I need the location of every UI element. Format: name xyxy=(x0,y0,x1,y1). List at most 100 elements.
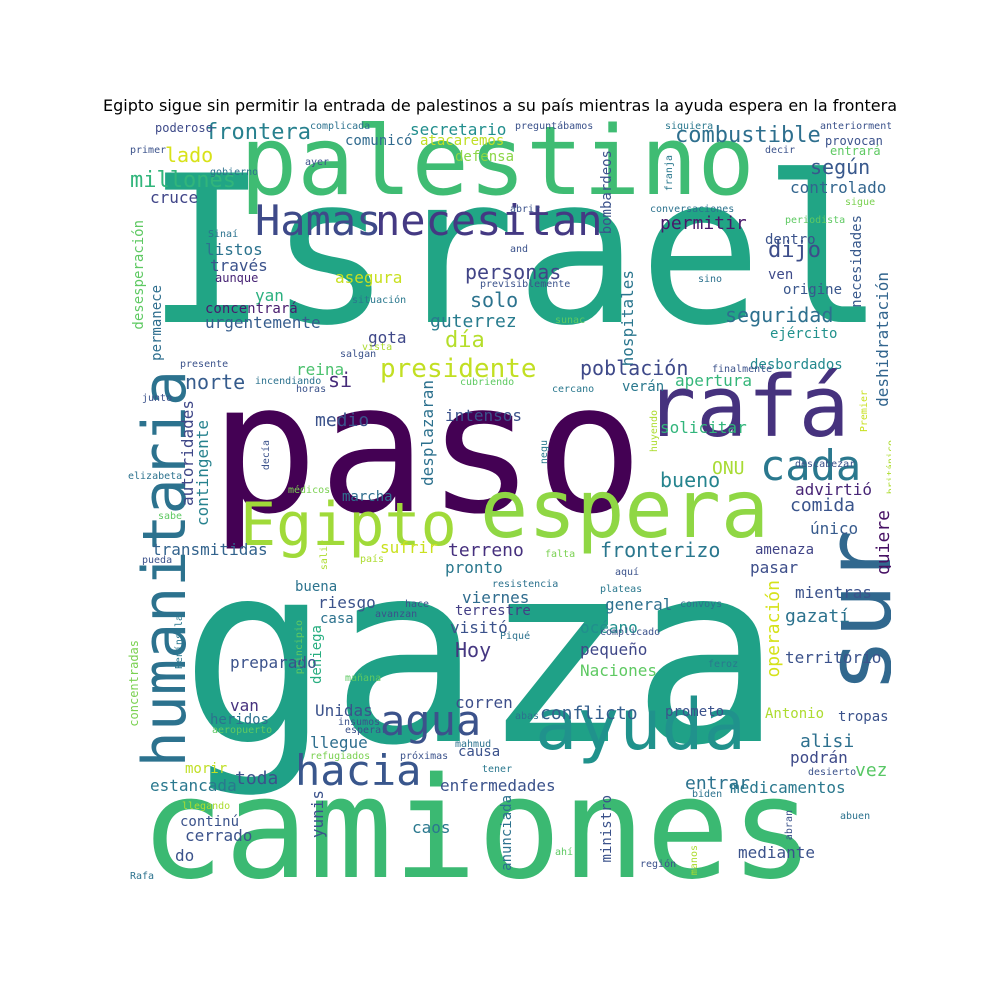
word-conflicto: conflicto xyxy=(540,703,638,724)
word-periodista: periodista xyxy=(785,215,846,226)
word-contingente: contingente xyxy=(193,420,212,526)
word-manos: manos xyxy=(689,845,700,876)
word-medicamentos: medicamentos xyxy=(730,778,846,797)
word-preparado: preparado xyxy=(230,653,317,672)
word-yunis: yunis xyxy=(308,790,327,839)
word-bueno: bueno xyxy=(660,468,721,492)
word-entrar: entrar xyxy=(685,773,751,794)
word-través: través xyxy=(210,256,268,275)
word-medio: medio xyxy=(315,410,370,431)
word-quiere: quiere xyxy=(873,510,891,576)
word-previsiblemente: previsiblemente xyxy=(480,279,571,290)
word-rafá: rafá xyxy=(645,358,850,457)
word-sino: sino xyxy=(698,274,723,285)
word-según: según xyxy=(810,155,871,179)
word-sigue: sigue xyxy=(845,197,876,208)
word-sinaí: Sinaí xyxy=(208,229,239,240)
word-finalmente: finalmente xyxy=(712,364,773,375)
word-seguridad: seguridad xyxy=(725,303,834,327)
word-terreno: terreno xyxy=(448,540,524,561)
word-reina: reina xyxy=(296,360,345,379)
word-casa: casa xyxy=(320,611,354,627)
word-convoys: convoys xyxy=(680,599,723,610)
word-caos: caos xyxy=(412,818,451,837)
word-biden: biden xyxy=(692,789,723,800)
word-abuen: abuen xyxy=(840,811,871,822)
word-desplazaran: desplazaran xyxy=(418,380,437,486)
word-salir: salir xyxy=(319,540,330,571)
word-llegando: llegando xyxy=(182,801,231,812)
word-premier: Premier xyxy=(859,390,870,433)
word-comida: comida xyxy=(790,495,856,516)
word-preguntábamos: preguntábamos xyxy=(515,121,594,132)
word-abas: abas xyxy=(515,711,540,722)
word-junto: junto xyxy=(142,393,173,404)
word-huyendo: huyendo xyxy=(649,410,660,453)
word-sabe: sabe xyxy=(158,511,183,522)
word-marcha: marcha xyxy=(342,489,393,505)
word-alisi: alisi xyxy=(800,731,855,752)
word-terrestre: terrestre xyxy=(455,603,531,619)
word-abrir: abrir xyxy=(510,204,541,215)
word-bombardeos: bombardeos xyxy=(599,150,615,235)
word-desbordados: desbordados xyxy=(750,357,843,373)
word-mañana: mañana xyxy=(345,673,382,684)
word-región: región xyxy=(640,859,677,870)
word-lado: lado xyxy=(165,143,214,167)
word-feroz: feroz xyxy=(708,659,739,670)
word-anteriormente: anteriormente xyxy=(820,121,891,132)
word-van: van xyxy=(230,696,259,715)
word-verán: verán xyxy=(622,379,665,395)
word-británico: británico xyxy=(886,440,891,495)
word-concentradas: concentradas xyxy=(127,640,141,727)
word-pasar: pasar xyxy=(750,558,799,577)
word-si: si xyxy=(328,368,353,392)
word-sunac: sunac xyxy=(555,315,586,326)
word-tener: tener xyxy=(482,764,513,775)
word-decir: decir xyxy=(765,145,796,156)
word-asegura: asegura xyxy=(335,268,403,287)
word-hacia: hacia xyxy=(295,746,422,795)
word-mahmud: mahmud xyxy=(455,739,492,750)
word-prometo: prometo xyxy=(665,704,725,720)
word-horas: horas xyxy=(296,384,327,395)
word-frontera: frontera xyxy=(205,120,311,145)
word-transmitidas: transmitidas xyxy=(152,540,268,559)
word-situación: situación xyxy=(352,295,407,306)
word-avanzan: avanzan xyxy=(375,609,418,620)
word-ven: ven xyxy=(768,267,794,283)
word-corren: corren xyxy=(455,693,513,712)
word-deshidratación: deshidratación xyxy=(873,272,891,407)
word-país: país xyxy=(360,554,385,565)
word-negu: negu xyxy=(539,440,550,465)
word-cruce: cruce xyxy=(150,188,199,207)
word-piqué: Piqué xyxy=(500,631,531,642)
word-resistencia: resistencia xyxy=(492,579,559,590)
word-necesidades: necesidades xyxy=(849,215,865,308)
word-do: do xyxy=(175,846,195,865)
word-hospitales: hospitales xyxy=(618,270,637,367)
word-atacaremos: atacaremos xyxy=(420,133,505,149)
word-gazatí: gazatí xyxy=(785,606,851,627)
word-defensa: defensa xyxy=(455,149,515,165)
word-personas: personas xyxy=(465,260,562,284)
word-entrará: entrará xyxy=(830,144,881,158)
word-paso: paso xyxy=(210,345,644,554)
word-ayuda: ayuda xyxy=(535,684,746,766)
word-pueda: pueda xyxy=(142,555,173,566)
word-salgan: salgan xyxy=(340,349,377,360)
word-territorio: territorio xyxy=(785,648,882,667)
word-elizabeta: elizabeta xyxy=(128,471,183,482)
word-poderoso: poderoso xyxy=(155,121,213,135)
word-fronterizo: fronterizo xyxy=(600,538,721,562)
word-hace: hace xyxy=(405,599,430,610)
word-primer: primer xyxy=(130,145,167,156)
word-ayer: ayer xyxy=(305,157,330,168)
word-permanece: permanece xyxy=(149,285,165,361)
word-controlado: controlado xyxy=(790,178,887,197)
word-gobierno: gobierno xyxy=(210,167,259,178)
word-naciones: Naciones xyxy=(580,661,658,680)
word-cada: cada xyxy=(760,441,862,490)
word-norte: norte xyxy=(185,370,246,394)
word-península: Península xyxy=(174,615,185,670)
